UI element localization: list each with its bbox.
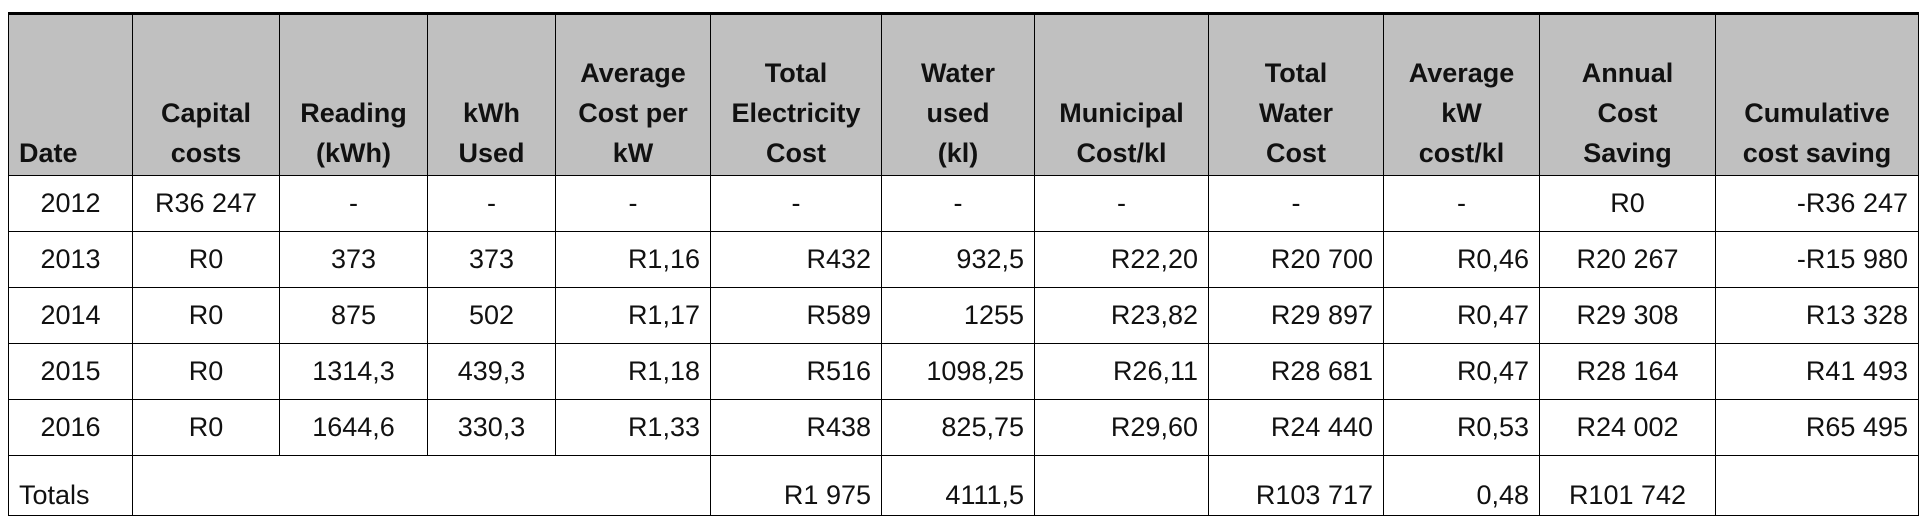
cell-kwh-used: 373 — [427, 231, 556, 288]
totals-empty-cell — [1034, 455, 1209, 516]
cell-total-water-cost: R20 700 — [1208, 231, 1384, 288]
header-kwh-used: kWh Used — [427, 13, 556, 176]
header-annual-cost-saving: Annual Cost Saving — [1539, 13, 1716, 176]
cell-average-kw-cost-per-kl: R0,47 — [1383, 343, 1540, 400]
header-date: Date — [8, 13, 133, 176]
cell-reading: - — [279, 175, 428, 232]
cell-annual-cost-saving: R0 — [1539, 175, 1716, 232]
totals-total-water-cost: R103 717 — [1208, 455, 1384, 516]
cell-capital-costs: R0 — [132, 231, 280, 288]
cell-total-water-cost: - — [1208, 175, 1384, 232]
totals-row: Totals R1 975 4111,5 R103 717 0,48 R101 … — [8, 455, 1919, 516]
cell-total-electricity-cost: R516 — [710, 343, 882, 400]
header-row: Date Capital costs Reading (kWh) kWh Used A… — [8, 13, 1919, 176]
table-body: 2012 R36 247- - - - - - - - R0 -R36 247 2013 R0 373 37… — [8, 175, 1919, 456]
cell-capital-costs: R36 247 — [132, 175, 280, 232]
cell-average-kw-cost-per-kl: R0,47 — [1383, 287, 1540, 344]
cell-annual-cost-saving: R24 002 — [1539, 399, 1716, 456]
cell-municipal-cost-per-kl: R22,20 — [1034, 231, 1209, 288]
header-average-cost-per-kw: Average Cost per kW — [555, 13, 711, 176]
header-capital-costs: Capital costs — [132, 13, 280, 176]
totals-empty-cell — [132, 455, 711, 516]
cell-date: 2012 — [8, 175, 133, 232]
cell-total-water-cost: R28 681 — [1208, 343, 1384, 400]
totals-empty-cell — [1715, 455, 1919, 516]
table-row: 2016 R0 1644,6 330,3 R1,33 R438 825,75 R29,60 R2… — [8, 399, 1919, 456]
cell-total-water-cost: R24 440 — [1208, 399, 1384, 456]
cell-municipal-cost-per-kl: R29,60 — [1034, 399, 1209, 456]
cell-average-cost-per-kw: R1,17 — [555, 287, 711, 344]
totals-water-used: 4111,5 — [881, 455, 1035, 516]
cell-total-electricity-cost: R589 — [710, 287, 882, 344]
cell-water-used: 1098,25 — [881, 343, 1035, 400]
header-total-electricity-cost: Total Electricity Cost — [710, 13, 882, 176]
totals-total-electricity-cost: R1 975 — [710, 455, 882, 516]
cost-savings-table: Date Capital costs Reading (kWh) kWh Used A… — [8, 12, 1919, 516]
cell-date: 2013 — [8, 231, 133, 288]
totals-annual-cost-saving: R101 742 — [1539, 455, 1716, 516]
cell-cumulative-cost-saving: -R15 980 — [1715, 231, 1919, 288]
cell-municipal-cost-per-kl: - — [1034, 175, 1209, 232]
cell-cumulative-cost-saving: R41 493 — [1715, 343, 1919, 400]
table-row: 2012 R36 247- - - - - - - - R0 -R36 247 — [8, 175, 1919, 232]
totals-average-kw-cost-per-kl: 0,48 — [1383, 455, 1540, 516]
cell-reading: 875 — [279, 287, 428, 344]
cell-annual-cost-saving: R28 164 — [1539, 343, 1716, 400]
cell-kwh-used: 439,3 — [427, 343, 556, 400]
cell-water-used: - — [881, 175, 1035, 232]
cell-cumulative-cost-saving: R65 495 — [1715, 399, 1919, 456]
cell-water-used: 932,5 — [881, 231, 1035, 288]
table-row: 2013 R0 373 373 R1,16 R432 932,5 R22,20 R20 700 R… — [8, 231, 1919, 288]
cell-kwh-used: 502 — [427, 287, 556, 344]
cell-water-used: 825,75 — [881, 399, 1035, 456]
cell-capital-costs: R0 — [132, 343, 280, 400]
cell-annual-cost-saving: R20 267 — [1539, 231, 1716, 288]
cell-annual-cost-saving: R29 308 — [1539, 287, 1716, 344]
cell-average-cost-per-kw: - — [555, 175, 711, 232]
cell-capital-costs: R0 — [132, 399, 280, 456]
cell-municipal-cost-per-kl: R26,11 — [1034, 343, 1209, 400]
cell-kwh-used: 330,3 — [427, 399, 556, 456]
cell-municipal-cost-per-kl: R23,82 — [1034, 287, 1209, 344]
cell-kwh-used: - — [427, 175, 556, 232]
header-reading: Reading (kWh) — [279, 13, 428, 176]
cell-average-kw-cost-per-kl: R0,53 — [1383, 399, 1540, 456]
cell-total-electricity-cost: R438 — [710, 399, 882, 456]
cell-average-cost-per-kw: R1,18 — [555, 343, 711, 400]
cell-date: 2015 — [8, 343, 133, 400]
header-average-kw-cost-per-kl: Average kW cost/kl — [1383, 13, 1540, 176]
cell-average-cost-per-kw: R1,33 — [555, 399, 711, 456]
cell-capital-costs: R0 — [132, 287, 280, 344]
cell-water-used: 1255 — [881, 287, 1035, 344]
header-municipal-cost-per-kl: Municipal Cost/kl — [1034, 13, 1209, 176]
cell-date: 2016 — [8, 399, 133, 456]
cell-average-cost-per-kw: R1,16 — [555, 231, 711, 288]
cell-average-kw-cost-per-kl: R0,46 — [1383, 231, 1540, 288]
cell-average-kw-cost-per-kl: - — [1383, 175, 1540, 232]
cell-total-electricity-cost: R432 — [710, 231, 882, 288]
cell-total-electricity-cost: - — [710, 175, 882, 232]
cell-total-water-cost: R29 897 — [1208, 287, 1384, 344]
table-container: Date Capital costs Reading (kWh) kWh Used A… — [8, 12, 1919, 516]
header-total-water-cost: Total Water Cost — [1208, 13, 1384, 176]
table-row: 2015 R0 1314,3 439,3 R1,18 R516 1098,25 R26,11 R… — [8, 343, 1919, 400]
cell-date: 2014 — [8, 287, 133, 344]
cell-reading: 373 — [279, 231, 428, 288]
cell-cumulative-cost-saving: -R36 247 — [1715, 175, 1919, 232]
cell-cumulative-cost-saving: R13 328 — [1715, 287, 1919, 344]
header-water-used: Water used (kl) — [881, 13, 1035, 176]
cell-reading: 1314,3 — [279, 343, 428, 400]
cell-reading: 1644,6 — [279, 399, 428, 456]
table-row: 2014 R0 875 502 R1,17 R589 1255 R23,82 R29 897 R0… — [8, 287, 1919, 344]
totals-label: Totals — [8, 455, 133, 516]
header-cumulative-cost-saving: Cumulative cost saving — [1715, 13, 1919, 176]
